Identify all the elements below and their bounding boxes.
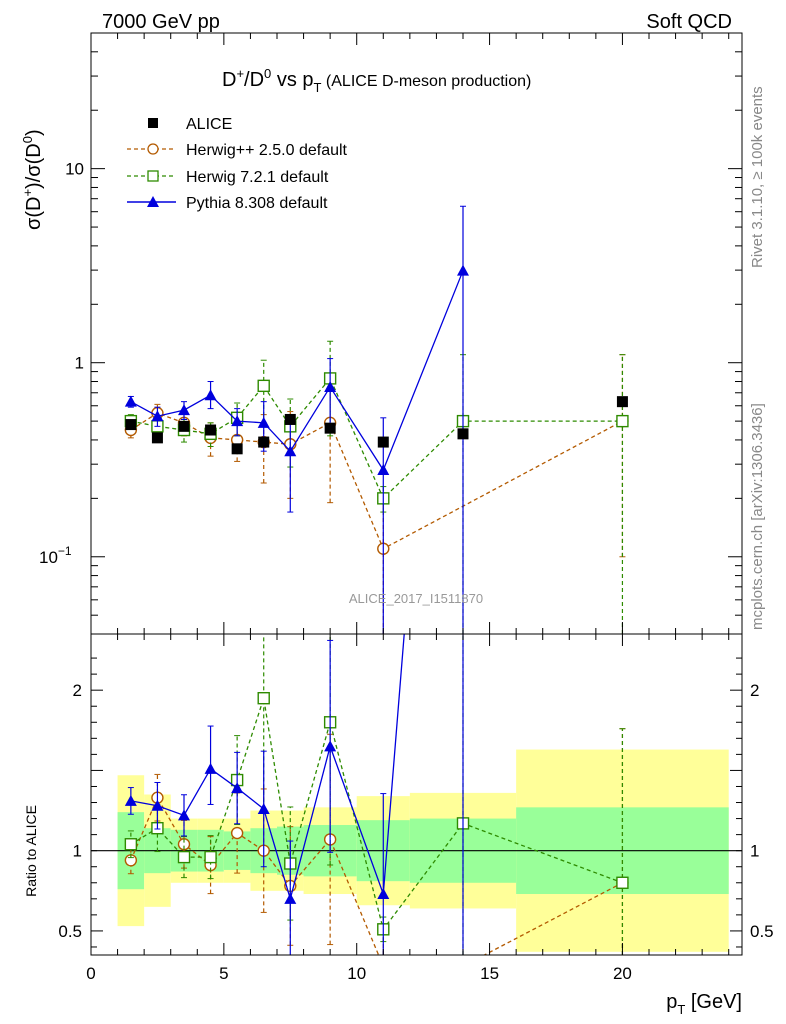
- legend-marker-alice: [148, 118, 158, 128]
- point-alice: [377, 436, 389, 448]
- legend-marker-herwig7: [147, 170, 159, 182]
- ratio-point-herwig7: [204, 850, 217, 864]
- point-pythia: [257, 416, 270, 428]
- point-alice: [616, 396, 628, 408]
- y-tick-label: 10−1: [39, 544, 72, 567]
- ratio-y-tick-label: 0.5: [58, 922, 82, 941]
- ratio-point-pythia: [377, 888, 390, 900]
- ratio-y-tick-label-right: 1: [750, 842, 759, 861]
- point-pythia: [178, 404, 190, 416]
- legend-label-pythia: Pythia 8.308 default: [186, 195, 328, 212]
- x-tick-label: 10: [347, 964, 366, 983]
- legend-entry-herwigpp: Herwig++ 2.5.0 default: [127, 142, 348, 159]
- x-tick-label: 20: [613, 964, 632, 983]
- point-alice: [284, 413, 296, 425]
- ratio-point-herwig7: [257, 692, 270, 705]
- legend: ALICE Herwig++ 2.5.0 default Herwig 7.2.…: [127, 116, 348, 212]
- point-alice: [258, 436, 270, 448]
- series-line-herwig7: [130, 377, 623, 500]
- point-pythia: [204, 389, 217, 401]
- legend-entry-herwig7: Herwig 7.2.1 default: [127, 169, 329, 186]
- plot-title: D+/D0 vs pT (ALICE D-meson production): [222, 66, 531, 95]
- point-pythia: [124, 395, 137, 407]
- ratio-y-tick-label: 2: [73, 681, 82, 700]
- ratio-y-tick-label-right: 2: [750, 681, 759, 700]
- ratio-point-pythia: [151, 799, 164, 811]
- x-tick-label: 15: [480, 964, 499, 983]
- point-alice: [178, 420, 190, 432]
- legend-label-herwigpp: Herwig++ 2.5.0 default: [186, 142, 348, 159]
- ratio-point-pythia: [324, 740, 337, 752]
- series-line-herwigpp: [130, 412, 623, 550]
- ratio-y-tick-label-right: 0.5: [750, 922, 774, 941]
- point-alice: [205, 424, 217, 436]
- legend-entry-pythia: Pythia 8.308 default: [127, 195, 328, 212]
- point-pythia: [377, 463, 390, 475]
- header-energy-label: 7000 GeV pp: [102, 11, 220, 33]
- point-alice: [151, 432, 163, 444]
- point-pythia: [151, 410, 164, 422]
- ratio-panel: [91, 634, 742, 955]
- point-pythia: [457, 264, 469, 276]
- main-panel: [124, 205, 629, 634]
- header-process-label: Soft QCD: [646, 11, 732, 33]
- series-line-pythia: [130, 270, 464, 472]
- ratio-point-pythia: [124, 794, 137, 806]
- legend-entry-alice: ALICE: [148, 116, 232, 133]
- ratio-line-herwig7: [130, 697, 623, 931]
- ratio-point-herwig7: [177, 850, 191, 864]
- point-alice: [457, 428, 469, 440]
- ratio-point-pythia: [204, 762, 217, 774]
- legend-label-herwig7: Herwig 7.2.1 default: [186, 169, 329, 186]
- point-pythia: [284, 445, 297, 457]
- x-axis-label: pT [GeV]: [666, 991, 742, 1017]
- legend-marker-herwigpp: [147, 143, 159, 155]
- ratio-point-pythia: [231, 782, 244, 794]
- x-tick-label: 0: [86, 964, 95, 983]
- y-tick-label: 1: [75, 354, 84, 373]
- point-alice: [125, 419, 137, 431]
- ratio-point-herwig7: [616, 876, 629, 889]
- x-tick-label: 5: [219, 964, 228, 983]
- y-axis-label: σ(D+)/σ(D0): [20, 129, 45, 230]
- ratio-point-herwigpp: [230, 826, 244, 840]
- legend-label-alice: ALICE: [186, 116, 232, 133]
- ratio-point-pythia: [257, 802, 270, 814]
- mcplots-label: mcplots.cern.ch [arXiv:1306.3436]: [749, 403, 766, 630]
- ratio-frame: [90, 633, 743, 956]
- ratio-point-herwig7: [124, 838, 138, 851]
- y-tick-label: 10: [65, 160, 84, 179]
- ratio-point-pythia: [178, 809, 190, 821]
- rivet-version-label: Rivet 3.1.10, ≥ 100k events: [749, 86, 766, 268]
- point-alice: [231, 443, 243, 455]
- ratio-point-pythia: [284, 892, 297, 904]
- legend-marker-pythia: [147, 196, 159, 207]
- ratio-y-axis-label: Ratio to ALICE: [23, 805, 39, 897]
- point-herwig7: [257, 379, 270, 393]
- point-pythia: [324, 380, 337, 392]
- analysis-label: ALICE_2017_I1511870: [349, 591, 483, 606]
- point-pythia: [231, 415, 244, 427]
- ratio-line-pythia: [130, 634, 405, 902]
- ratio-y-tick-label: 1: [73, 842, 82, 861]
- point-alice: [324, 422, 336, 434]
- point-herwig7: [616, 414, 629, 428]
